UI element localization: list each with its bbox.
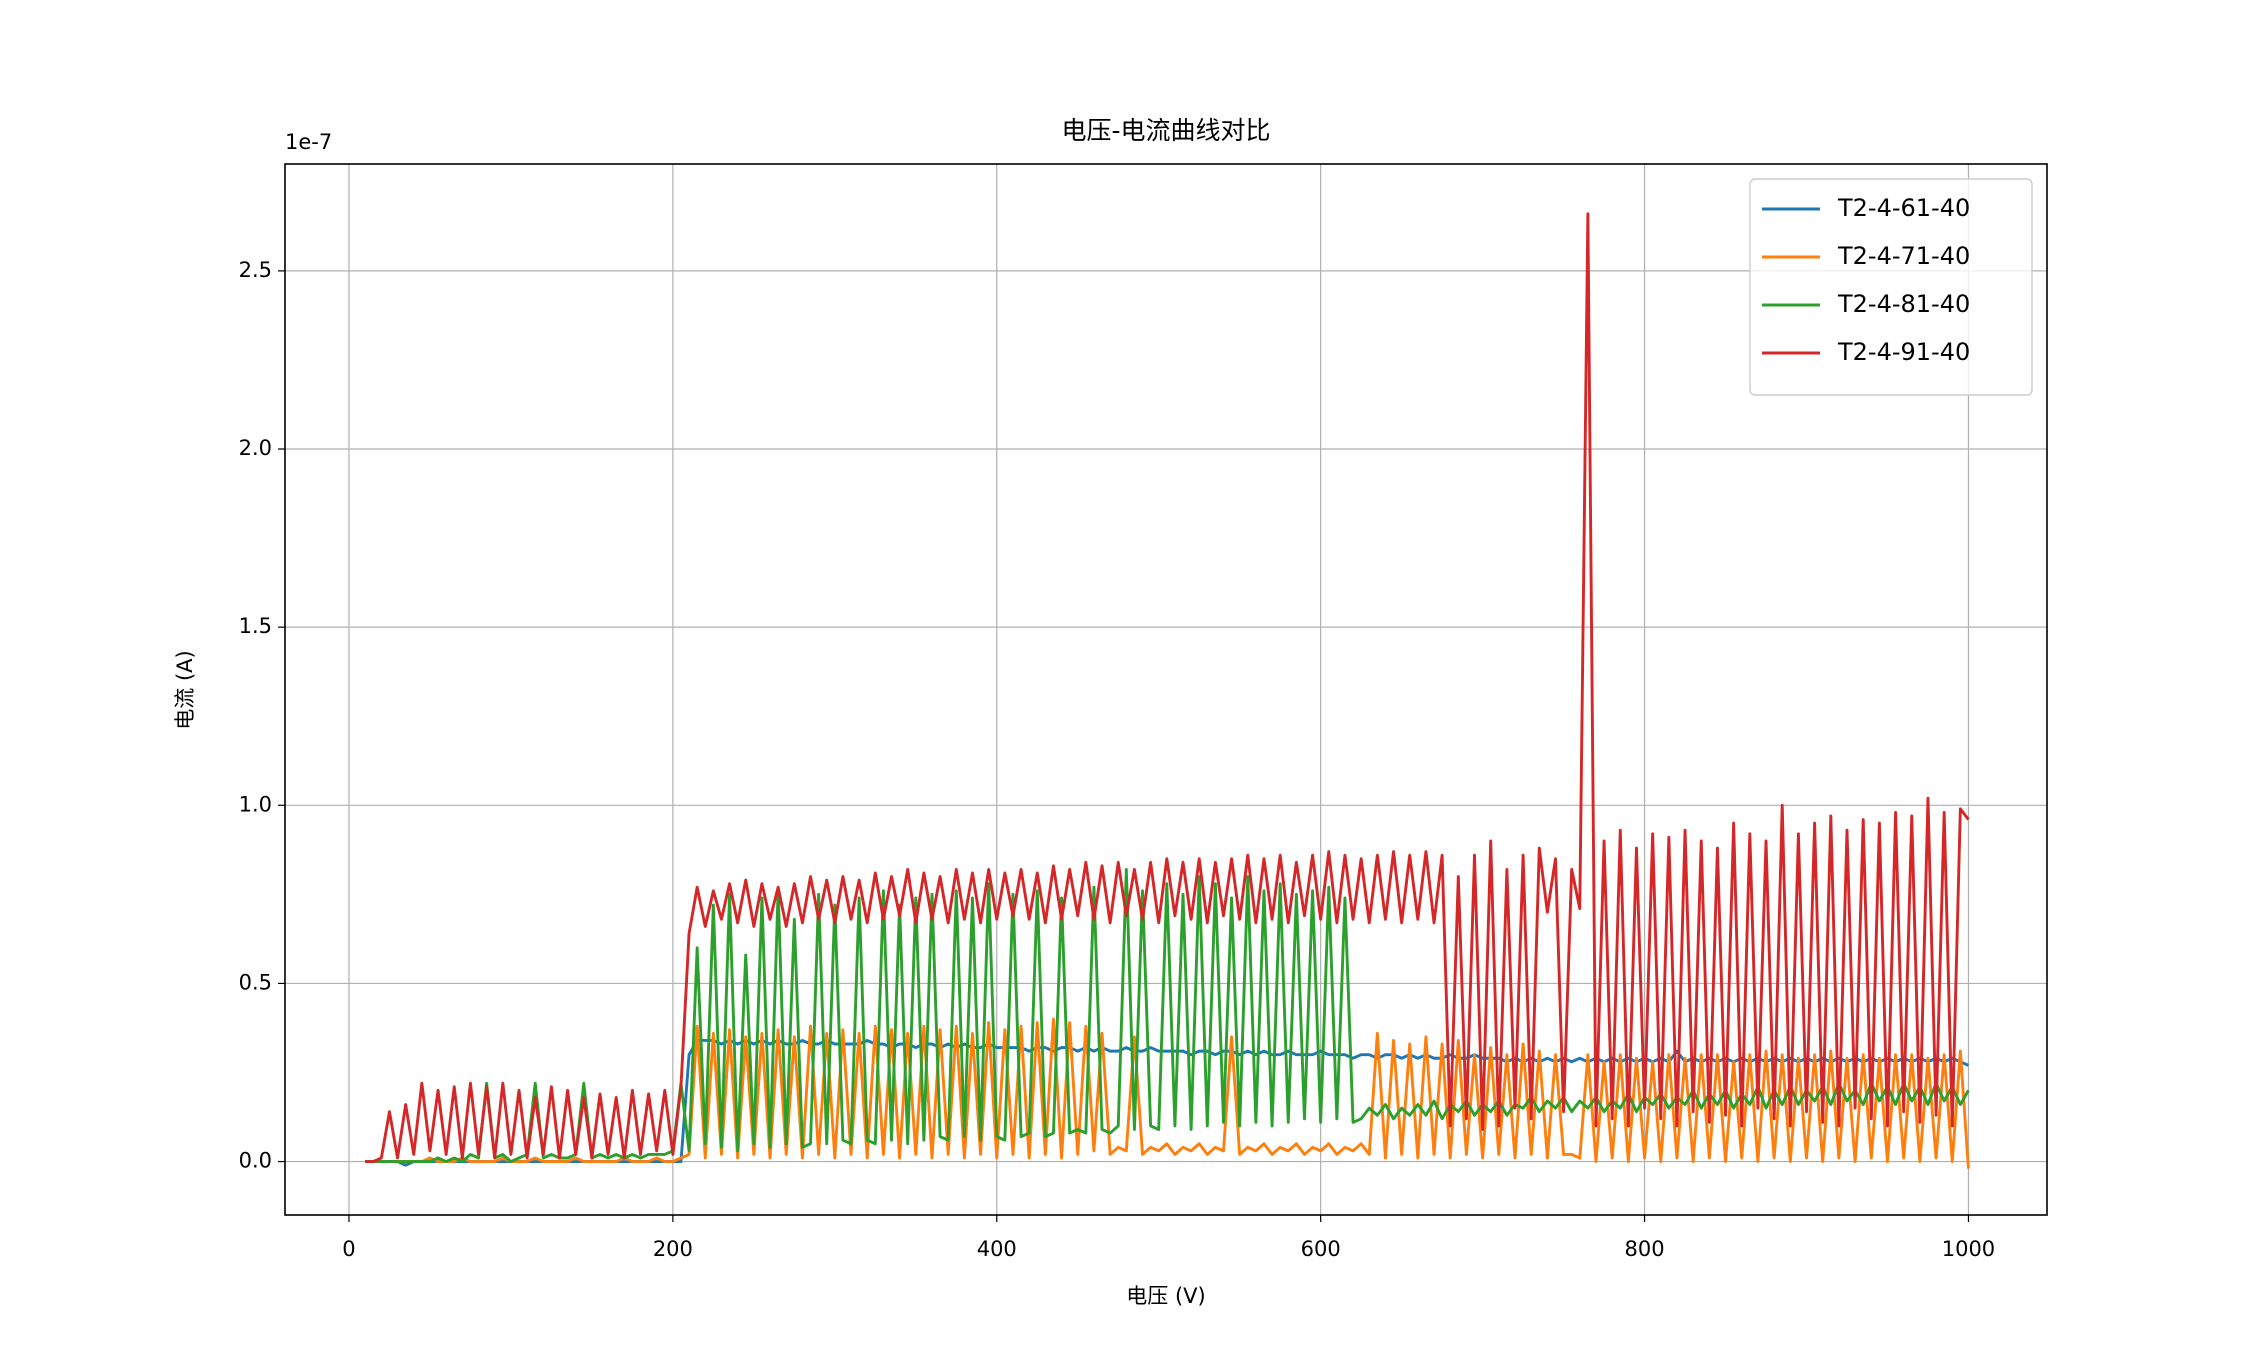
data-line — [365, 212, 1970, 1164]
x-tick-label: 1000 — [1942, 1237, 1995, 1261]
y-axis-label: 电流 (A) — [173, 650, 197, 729]
legend-label: T2-4-61-40 — [1837, 194, 1970, 222]
x-tick-label: 0 — [342, 1237, 355, 1261]
chart-title: 电压-电流曲线对比 — [1061, 116, 1270, 145]
y-tick-label: 2.5 — [239, 258, 272, 282]
data-line — [365, 1017, 1970, 1169]
y-tick-label: 1.0 — [239, 792, 272, 816]
plot-frame — [284, 163, 2048, 1216]
x-tick-label: 800 — [1625, 1237, 1665, 1261]
x-tick-label: 600 — [1301, 1237, 1341, 1261]
offset-label: 1e-7 — [285, 130, 332, 154]
y-tick-label: 1.5 — [239, 614, 272, 638]
y-tick-label: 2.0 — [239, 436, 272, 460]
y-tick-label: 0.5 — [239, 970, 272, 994]
x-tick-label: 400 — [977, 1237, 1017, 1261]
x-tick-label: 200 — [653, 1237, 693, 1261]
legend-label: T2-4-71-40 — [1837, 242, 1970, 270]
x-axis-label: 电压 (V) — [1126, 1284, 1205, 1308]
y-tick-label: 0.0 — [239, 1149, 272, 1173]
legend: T2-4-61-40 T2-4-71-40 T2-4-81-40 T2-4-91-40 — [1749, 178, 2033, 396]
legend-label: T2-4-91-40 — [1837, 338, 1970, 366]
data-line — [365, 867, 1970, 1164]
legend-box — [1749, 178, 2033, 396]
legend-label: T2-4-81-40 — [1837, 290, 1970, 318]
